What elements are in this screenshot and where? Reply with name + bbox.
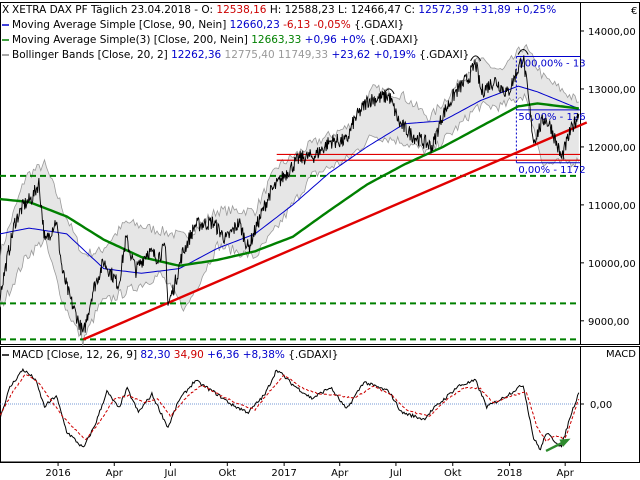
price-ytick-label-5: 9000,00 (588, 317, 629, 328)
x-axis: 2016 Apr Jul Okt 2017 Apr Jul Okt 2018 Apr (0, 461, 580, 479)
bollinger-band-fill (0, 44, 579, 346)
price-ytick-label-2: 12000,00 (588, 143, 636, 154)
macd-legend: MACD [Close, 12, 26, 9] 82,30 34,90 +6,3… (2, 349, 338, 361)
x-tick-label-5: Apr (331, 468, 349, 479)
legend-row-3-part-0: Bollinger Bands [Close, 20, 2] (12, 49, 171, 61)
signal-line (0, 373, 580, 442)
macd-panel: 0,00 MACD (0, 346, 640, 463)
top-mark-1 (470, 55, 482, 62)
price-ytick-label-0: 14000,00 (588, 27, 636, 38)
macd-arrow-head (559, 438, 571, 447)
legend-row-2-part-1: 12663,33 (251, 34, 301, 46)
x-tick-label-7: Okt (444, 468, 462, 479)
x-tick-label-3: Okt (219, 468, 237, 479)
price-legend: X XETRA DAX PF Täglich 23.04.2018 - O: 12… (2, 4, 556, 61)
legend-row-3-part-4: {.GDAXI} (416, 49, 470, 61)
x-tick-label-2: Jul (163, 468, 176, 479)
legend-row-0-part-0: XETRA DAX PF Täglich 23.04.2018 - O: (12, 4, 216, 16)
x-tick-label-4: 2017 (271, 468, 296, 479)
fib-label-1: 50,00% - 126 (518, 112, 585, 123)
price-ytick-label-3: 11000,00 (588, 201, 636, 212)
x-tick-label-6: Jul (389, 468, 402, 479)
legend-row-2-part-0: Moving Average Simple(3) [Close, 200, Ne… (12, 34, 251, 46)
legend-marker-0: X (2, 4, 9, 16)
macd-line (0, 367, 580, 451)
legend-row-2-part-2: +0,96 +0% (301, 34, 365, 46)
macd-axis-title: MACD (606, 349, 636, 360)
legend-row-0-part-2: H: 12588,23 L: 12466,47 C: (267, 4, 419, 16)
fib-label-2: 0,00% - 1172 (518, 165, 585, 176)
macd-legend-part-1: 82,30 (140, 349, 170, 361)
legend-row-1-part-1: 12660,23 (230, 19, 280, 31)
bollinger-upper-line (0, 43, 579, 260)
legend-row-1-part-0: Moving Average Simple [Close, 90, Nein] (12, 19, 230, 31)
legend-row-1: Moving Average Simple [Close, 90, Nein] … (12, 19, 404, 31)
x-tick-label-9: Apr (557, 468, 575, 479)
price-line (0, 55, 580, 336)
price-ytick-label-4: 10000,00 (588, 259, 636, 270)
legend-row-0-part-3: 12572,39 +31,89 +0,25% (418, 4, 556, 16)
macd-ytick-label-0: 0,00 (590, 400, 612, 411)
x-tick-label-0: 2016 (45, 468, 70, 479)
ma200-line (0, 102, 579, 267)
legend-row-3-part-1: 12262,36 (171, 49, 221, 61)
macd-frame (0, 346, 640, 463)
price-panel: 100,00% - 13 50,00% - 126 0,00% - 1172 1400… (0, 2, 640, 346)
macd-legend-part-4: {.GDAXI} (285, 349, 339, 361)
legend-row-3-part-3: +23,62 +0,19% (328, 49, 416, 61)
legend-row-0-part-1: 12538,16 (216, 4, 266, 16)
legend-row-1-part-2: -6,13 -0,05% (280, 19, 351, 31)
macd-legend-text: MACD [Close, 12, 26, 9] 82,30 34,90 +6,3… (12, 349, 338, 361)
legend-row-2-part-3: {.GDAXI} (366, 34, 420, 46)
top-mark-2 (517, 49, 529, 55)
legend-row-0: XETRA DAX PF Täglich 23.04.2018 - O: 125… (12, 4, 556, 16)
legend-row-3-part-2: 12775,40 11749,33 (221, 49, 328, 61)
ma90-line (0, 85, 579, 274)
legend-row-3: Bollinger Bands [Close, 20, 2] 12262,36 … (12, 49, 469, 61)
top-mark-0 (383, 88, 395, 95)
legend-row-2: Moving Average Simple(3) [Close, 200, Ne… (12, 34, 419, 46)
price-ytick-label-1: 13000,00 (588, 85, 636, 96)
fib-label-0: 100,00% - 13 (518, 58, 585, 69)
x-tick-label-1: Apr (106, 468, 124, 479)
x-tick-label-8: 2018 (497, 468, 522, 479)
currency-label: € (631, 6, 637, 17)
legend-row-1-part-3: {.GDAXI} (351, 19, 405, 31)
macd-legend-part-2: 34,90 (170, 349, 203, 361)
macd-legend-part-3: +6,36 +8,38% (204, 349, 285, 361)
macd-legend-part-0: MACD [Close, 12, 26, 9] (12, 349, 140, 361)
trendline (82, 121, 588, 341)
